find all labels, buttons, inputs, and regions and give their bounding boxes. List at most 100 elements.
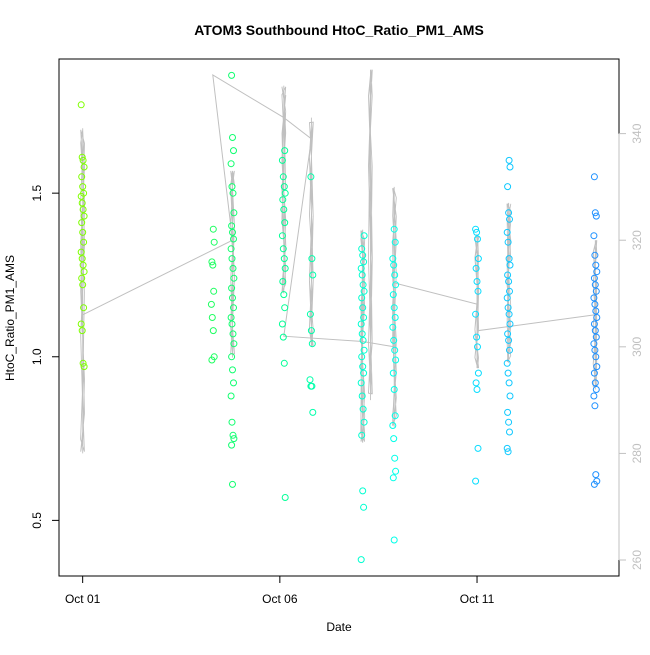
data-point: [358, 294, 366, 302]
data-point: [80, 268, 88, 276]
secondary-spike: [506, 202, 512, 363]
data-point: [504, 271, 512, 279]
data-point: [278, 156, 286, 164]
secondary-spike: [230, 170, 235, 358]
data-point: [592, 307, 600, 315]
data-point: [358, 330, 366, 338]
data-point: [503, 444, 511, 452]
data-point: [506, 163, 514, 171]
data-point: [474, 235, 481, 243]
secondary-track-line: [82, 74, 596, 348]
data-point: [389, 291, 397, 299]
data-point: [308, 340, 316, 348]
data-point: [360, 287, 368, 295]
data-point: [227, 160, 235, 168]
data-point: [504, 304, 512, 312]
data-point: [472, 264, 480, 272]
data-point: [281, 219, 289, 227]
data-point: [278, 232, 286, 240]
data-point: [590, 232, 598, 240]
data-point: [309, 271, 317, 279]
data-point: [210, 287, 218, 295]
data-point: [79, 281, 87, 289]
data-point: [280, 206, 288, 213]
data-point: [505, 336, 513, 344]
data-point: [592, 287, 600, 295]
data-point: [228, 418, 236, 426]
data-point: [505, 379, 513, 387]
y2-tick-label: 300: [630, 336, 644, 356]
data-point: [229, 431, 237, 439]
data-point: [391, 271, 399, 279]
data-point: [505, 209, 513, 217]
data-point: [208, 314, 216, 321]
data-point: [505, 156, 513, 164]
data-point: [506, 215, 513, 223]
data-point: [506, 320, 514, 328]
data-point: [590, 294, 598, 302]
data-point: [229, 330, 237, 338]
data-point: [590, 392, 598, 400]
data-point: [591, 251, 599, 259]
data-point: [391, 412, 399, 420]
y2-tick-label: 260: [630, 550, 644, 570]
data-point: [391, 314, 399, 321]
y2-tick-label: 280: [630, 443, 644, 463]
plot-frame: [58, 58, 620, 577]
data-point: [590, 320, 598, 328]
data-point: [359, 336, 367, 344]
data-point: [230, 209, 238, 217]
data-point: [281, 189, 289, 197]
data-point: [77, 192, 85, 200]
secondary-series-layer: [80, 69, 598, 454]
data-point: [360, 346, 368, 354]
points-layer: [77, 71, 601, 564]
axes-layer: Oct 01 Oct 06 Oct 11 0.5 1.0 1.5 260 280 300 320 3…: [30, 123, 644, 606]
data-point: [503, 359, 511, 367]
data-point: [279, 278, 287, 285]
data-point: [229, 366, 236, 374]
data-point: [280, 183, 288, 191]
data-point: [391, 346, 399, 354]
data-point: [592, 261, 600, 269]
data-point: [391, 454, 399, 462]
data-point: [228, 71, 236, 79]
data-point: [474, 444, 482, 452]
data-point: [308, 382, 316, 390]
data-point: [306, 310, 314, 318]
secondary-spike: [367, 69, 373, 401]
data-point: [358, 245, 366, 253]
data-point: [360, 369, 368, 377]
data-point: [591, 379, 599, 387]
data-point: [360, 232, 368, 240]
data-point: [228, 441, 236, 449]
data-point: [593, 314, 601, 321]
data-point: [280, 359, 288, 367]
data-point: [389, 255, 397, 263]
data-point: [358, 431, 366, 439]
data-point: [504, 183, 512, 191]
data-point: [360, 418, 368, 426]
data-point: [279, 196, 287, 204]
data-point: [360, 314, 368, 321]
data-point: [228, 284, 236, 292]
data-point: [80, 304, 88, 312]
data-point: [281, 147, 289, 155]
data-point: [505, 278, 513, 285]
data-point: [389, 323, 397, 331]
data-point: [79, 228, 87, 236]
data-point: [227, 245, 235, 253]
x-tick-label: Oct 11: [460, 592, 495, 606]
data-point: [357, 379, 365, 387]
data-point: [230, 274, 238, 282]
data-point: [209, 261, 217, 269]
data-point: [390, 536, 398, 544]
data-point: [279, 173, 287, 181]
data-point: [392, 467, 400, 475]
data-point: [80, 212, 88, 220]
y2-tick-label: 340: [630, 123, 644, 143]
data-point: [591, 209, 599, 217]
data-point: [593, 363, 601, 371]
data-point: [79, 156, 87, 164]
